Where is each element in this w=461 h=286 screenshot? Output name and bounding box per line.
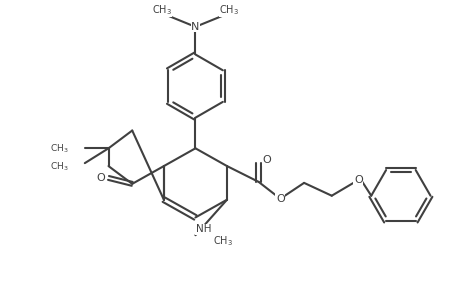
Text: O: O: [96, 173, 105, 183]
Text: CH$_3$: CH$_3$: [50, 161, 69, 173]
Text: CH$_3$: CH$_3$: [50, 142, 69, 154]
Text: CH$_3$: CH$_3$: [152, 3, 172, 17]
Text: CH$_3$: CH$_3$: [213, 234, 233, 248]
Text: CH$_3$: CH$_3$: [219, 3, 239, 17]
Text: O: O: [276, 194, 285, 204]
Text: O: O: [354, 175, 363, 185]
Text: NH: NH: [195, 224, 211, 234]
Text: N: N: [191, 22, 200, 32]
Text: O: O: [262, 155, 271, 165]
